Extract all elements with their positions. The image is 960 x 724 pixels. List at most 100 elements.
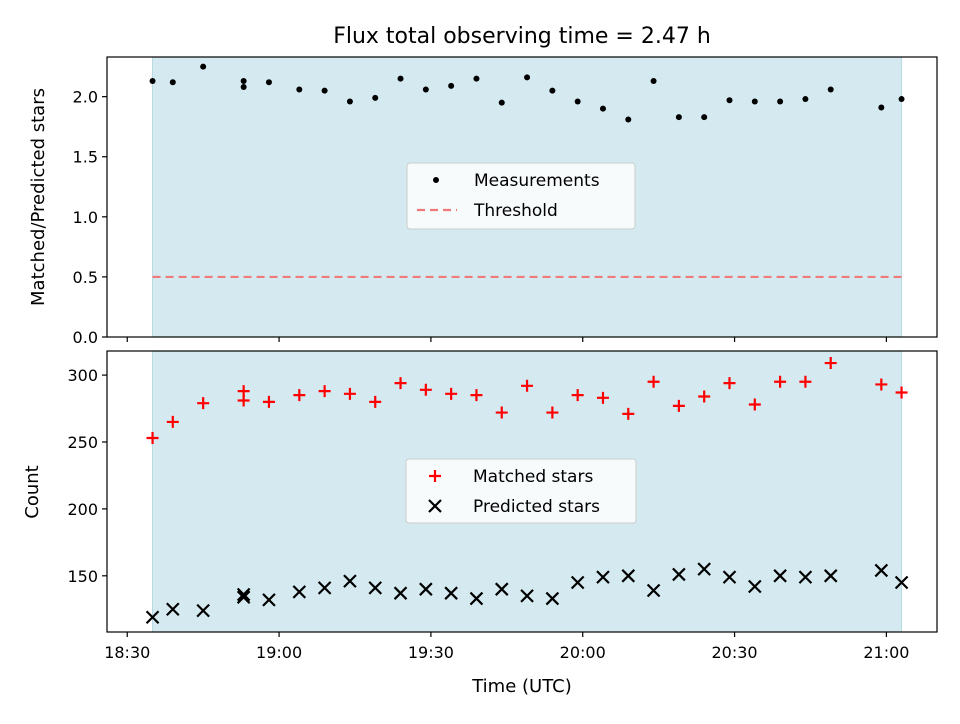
bottom-series0-point — [748, 398, 761, 411]
bottom-series0-point — [521, 379, 534, 392]
bottom-series0-point — [875, 378, 888, 391]
top-ytick-label: 0.5 — [73, 268, 98, 287]
bottom-series1-point — [621, 569, 636, 583]
chart-title: Flux total observing time = 2.47 h — [333, 24, 711, 49]
top-series0-point — [675, 114, 682, 121]
bottom-series1-point — [494, 582, 509, 596]
top-series0-point — [200, 63, 207, 70]
bottom-series1-point — [748, 579, 762, 594]
top-legend-label: Threshold — [473, 201, 558, 221]
bottom-series1-point — [145, 610, 160, 625]
bottom-series0-point — [647, 375, 660, 388]
bottom-series0-point — [237, 385, 250, 398]
top-series0-point — [397, 75, 404, 82]
top-series0-point — [346, 98, 353, 105]
bottom-series1-point — [520, 589, 534, 603]
bottom-series0-point — [495, 406, 508, 419]
bottom-series1-point — [798, 570, 813, 584]
top-series0-point — [372, 94, 379, 101]
top-series0-point — [599, 105, 606, 112]
bottom-xtick-label: 20:00 — [560, 643, 606, 662]
top-legend-label: Measurements — [474, 171, 600, 191]
bottom-series1-point — [697, 562, 711, 576]
top-series0-point — [777, 98, 784, 105]
bottom-xtick-label: 21:00 — [863, 643, 909, 662]
top-ytick-label: 1.0 — [73, 208, 98, 227]
top-series0-point — [549, 87, 556, 94]
top-series0-point — [321, 87, 328, 94]
bottom-legend-marker — [428, 499, 442, 513]
bottom-series0-point — [672, 399, 685, 412]
top-series0-point — [473, 75, 480, 82]
bottom-series1-point — [368, 581, 383, 595]
top-ytick-label: 1.5 — [73, 148, 98, 167]
bottom-series0-point — [571, 389, 584, 402]
bottom-ytick-label: 250 — [67, 433, 98, 452]
bottom-series1-point — [393, 586, 408, 600]
bottom-legend-marker — [429, 470, 441, 482]
bottom-series0-point — [774, 375, 787, 388]
bottom-series1-point — [236, 587, 251, 602]
top-series0-point — [422, 86, 429, 93]
bottom-series0-point — [293, 389, 306, 402]
bottom-series1-point — [646, 583, 661, 598]
bottom-series0-point — [146, 431, 159, 444]
bottom-series0-point — [318, 385, 331, 398]
top-series0-point — [296, 86, 303, 93]
top-series0-point — [625, 116, 632, 123]
bottom-series0-point — [698, 390, 711, 403]
top-series0-point — [265, 79, 272, 86]
x-axis-label: Time (UTC) — [471, 676, 572, 697]
bottom-series1-point — [262, 593, 276, 607]
bottom-series1-point — [196, 603, 210, 618]
top-legend-marker — [433, 177, 439, 183]
bottom-series1-point — [317, 581, 332, 595]
bottom-series0-point — [369, 395, 382, 408]
top-series0-point — [448, 82, 455, 89]
top-legend: Measurements Threshold — [406, 162, 636, 230]
bottom-xtick-label: 19:30 — [408, 643, 454, 662]
top-series0-point — [701, 114, 708, 121]
bottom-series0-point — [596, 391, 609, 404]
top-series0-point — [802, 96, 809, 103]
bottom-series0-point — [723, 377, 736, 390]
top-series0-point — [149, 78, 156, 85]
top-legend-box — [406, 162, 636, 230]
bottom-series0-point — [445, 387, 458, 400]
top-panel: 0.0 0.5 1.0 1.5 2.0 Measurements Threshold — [73, 56, 938, 347]
bottom-series1-point — [343, 574, 357, 588]
bottom-legend-label: Matched stars — [473, 467, 593, 487]
bottom-xtick-label: 19:00 — [256, 643, 302, 662]
bottom-series1-point — [722, 570, 737, 584]
bottom-axes-frame — [106, 350, 938, 633]
bottom-series1-point — [672, 567, 686, 582]
bottom-series0-point — [394, 377, 407, 390]
bottom-series1-point — [419, 582, 433, 596]
bottom-series1-point — [444, 586, 458, 600]
top-series0-point — [498, 99, 505, 106]
top-ytick-label: 2.0 — [73, 88, 98, 107]
bottom-series0-point — [622, 407, 635, 420]
bottom-series0-point — [824, 357, 837, 370]
top-series0-point — [169, 79, 176, 86]
top-y-axis-label: Matched/Predicted stars — [28, 88, 49, 306]
bottom-series1-point — [823, 569, 838, 583]
top-axes-frame — [106, 56, 938, 338]
bottom-series0-point — [546, 406, 559, 419]
bottom-series1-point — [773, 569, 787, 583]
bottom-xtick-label: 18:30 — [104, 643, 150, 662]
bottom-series1-point — [545, 591, 560, 606]
bottom-series1-point — [894, 575, 909, 590]
bottom-series1-point — [166, 602, 180, 617]
bottom-series0-point — [419, 383, 432, 396]
top-series0-point — [726, 97, 733, 104]
top-series0-point — [898, 96, 905, 103]
bottom-series1-point — [292, 585, 307, 599]
bottom-panel: 150 200 250 300 18:30 19:00 19:30 20:00 20:30 21:… — [67, 350, 938, 662]
bottom-xtick-label: 20:30 — [712, 643, 758, 662]
bottom-series0-point — [799, 375, 812, 388]
top-series0-point — [240, 84, 247, 91]
bottom-series1-point — [874, 563, 889, 578]
